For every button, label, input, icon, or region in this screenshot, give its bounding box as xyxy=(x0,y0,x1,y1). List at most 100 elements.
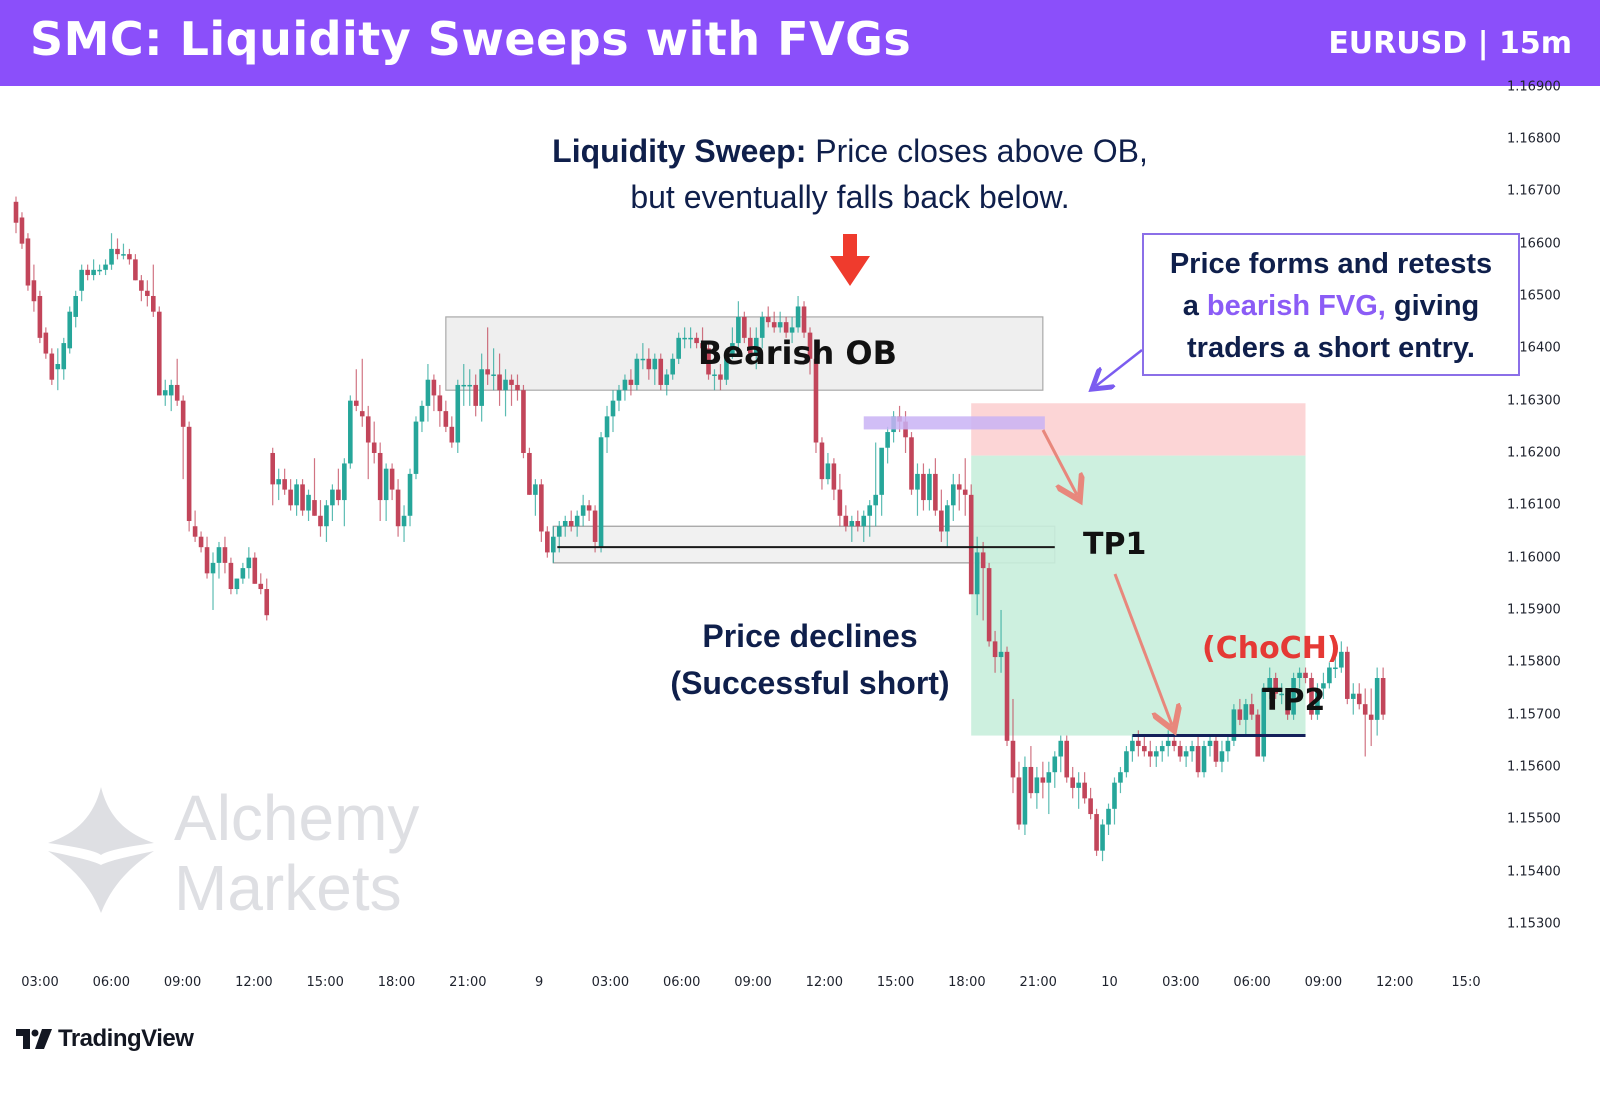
sweep-line1: Price closes above OB, xyxy=(806,133,1148,169)
candle xyxy=(1118,766,1123,794)
candle xyxy=(461,364,467,406)
candle xyxy=(222,536,228,574)
choch-label: (ChoCH) xyxy=(1202,631,1341,666)
arrow-to-tp1-icon xyxy=(1041,429,1077,495)
candle xyxy=(945,500,950,548)
price-axis[interactable]: 1.16900 1.16800 1.16700 1.16600 1.16500 1.164… xyxy=(1505,79,1600,1006)
candle xyxy=(640,343,646,370)
candle xyxy=(1327,662,1332,689)
candle xyxy=(145,280,150,307)
candle xyxy=(282,468,287,495)
candle xyxy=(425,364,431,422)
candle xyxy=(1100,819,1105,862)
candle xyxy=(288,479,293,511)
price-tick-label: 1.16100 xyxy=(1507,497,1561,513)
candle xyxy=(1261,683,1267,762)
decline-line1: Price declines xyxy=(702,618,918,654)
candle xyxy=(533,479,538,516)
candle xyxy=(867,500,873,537)
candle xyxy=(604,405,610,453)
candle xyxy=(133,254,138,281)
candle xyxy=(389,463,395,501)
candle xyxy=(610,390,616,433)
candle xyxy=(670,353,675,380)
candle xyxy=(491,348,496,391)
time-tick-label: 10 xyxy=(1101,975,1118,990)
page-title: SMC: Liquidity Sweeps with FVGs xyxy=(30,12,912,66)
fvg-line2-a: a xyxy=(1182,290,1207,322)
candle xyxy=(246,547,252,579)
candle xyxy=(168,379,174,412)
price-tick-label: 1.16000 xyxy=(1507,550,1561,566)
fvg-line1: Price forms and retests xyxy=(1169,248,1493,280)
time-tick-label: 09:00 xyxy=(1304,975,1343,990)
time-axis[interactable]: 03:00 06:00 09:00 12:00 15:00 18:00 21:00 9 03:0… xyxy=(0,975,1505,1005)
candle xyxy=(437,384,443,427)
candle xyxy=(204,536,210,579)
symbol-timeframe: EURUSD | 15m xyxy=(1328,26,1572,61)
candle xyxy=(664,369,670,396)
candle xyxy=(1315,683,1320,720)
candle xyxy=(1225,735,1231,762)
candle xyxy=(1189,740,1195,762)
fvg-line3: traders a short entry. xyxy=(1187,332,1475,364)
candle xyxy=(980,541,986,621)
header-banner: SMC: Liquidity Sweeps with FVGs EURUSD |… xyxy=(0,0,1600,86)
candle xyxy=(162,379,168,406)
candle xyxy=(186,421,192,532)
watermark-text: Alchemy Markets xyxy=(174,783,419,923)
price-tick-label: 1.15900 xyxy=(1507,602,1561,618)
candle xyxy=(1362,688,1368,757)
candle xyxy=(1255,709,1261,757)
candle xyxy=(61,337,67,380)
candle xyxy=(294,479,299,516)
candle xyxy=(43,327,49,359)
candle xyxy=(939,489,944,542)
candle xyxy=(992,630,998,673)
candle xyxy=(25,233,31,291)
candle xyxy=(694,332,699,349)
candle xyxy=(551,526,556,563)
candle xyxy=(843,505,849,532)
fvg-callout-box: Price forms and retests a bearish FVG, g… xyxy=(1142,233,1520,376)
candle xyxy=(568,510,574,532)
time-tick-label: 18:00 xyxy=(377,975,416,990)
candle xyxy=(1380,667,1386,720)
candle xyxy=(324,500,329,542)
candle xyxy=(950,473,956,522)
bearish-fvg-zone xyxy=(863,416,1045,430)
candle xyxy=(1153,746,1159,767)
price-tick-label: 1.15300 xyxy=(1507,916,1561,932)
take-profit-zone xyxy=(971,455,1306,736)
candle xyxy=(1297,667,1302,689)
candle xyxy=(718,364,723,391)
candle xyxy=(968,484,974,595)
candle xyxy=(121,243,126,260)
candle xyxy=(849,515,855,542)
candle xyxy=(1058,735,1064,773)
candle xyxy=(759,311,765,349)
candle xyxy=(1201,740,1207,778)
tradingview-wordmark: TradingView xyxy=(58,1025,194,1052)
candle xyxy=(1243,698,1249,736)
candle xyxy=(1213,735,1219,767)
candle xyxy=(353,369,359,412)
time-tick-label: 15:00 xyxy=(306,975,344,990)
candle xyxy=(1267,667,1272,699)
candle xyxy=(419,400,425,433)
candle xyxy=(192,510,198,542)
candle xyxy=(682,327,687,349)
candle xyxy=(443,400,449,433)
price-tick-label: 1.15800 xyxy=(1507,654,1561,670)
candle xyxy=(1124,746,1129,778)
candle xyxy=(598,432,604,553)
candle xyxy=(413,416,419,480)
candle xyxy=(1219,740,1225,773)
tp1-label: TP1 xyxy=(1083,527,1147,562)
candle xyxy=(795,295,801,333)
candle xyxy=(401,505,407,542)
candle xyxy=(813,353,819,453)
candle xyxy=(1231,704,1237,747)
candle xyxy=(748,327,753,359)
